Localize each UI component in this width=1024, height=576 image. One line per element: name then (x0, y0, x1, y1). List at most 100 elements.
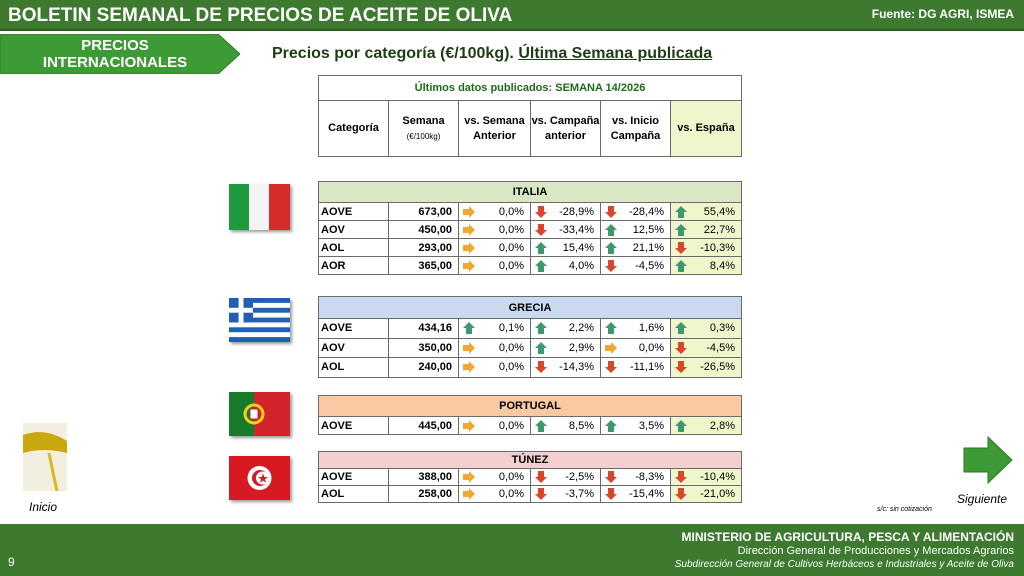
trend-arrow (605, 341, 617, 354)
trend-arrow (463, 259, 475, 272)
trend-arrow (463, 241, 475, 254)
trend-arrow (675, 322, 687, 335)
trend-arrow (675, 241, 687, 254)
change-value: -3,7% (565, 488, 594, 500)
change-value: -26,5% (700, 361, 735, 374)
footer-subdirectorate: Subdirección General de Cultivos Herbáce… (674, 559, 1014, 570)
change-cell: -15,4% (600, 485, 671, 503)
column-header-text: Categoría (328, 122, 379, 134)
change-cell: 0,0% (458, 468, 531, 486)
change-cell: 55,4% (670, 202, 742, 221)
change-value: -14,3% (559, 361, 594, 374)
trend-arrow (535, 223, 547, 236)
subtitle-text: Precios por categoría (€/100kg). (272, 45, 514, 62)
title: BOLETIN SEMANAL DE PRECIOS DE ACEITE DE … (8, 5, 513, 26)
change-cell: -10,4% (670, 468, 742, 486)
change-value: -21,0% (700, 488, 735, 500)
next-arrow[interactable] (962, 435, 1014, 485)
change-cell: 0,1% (458, 318, 531, 339)
home-label[interactable]: Inicio (29, 500, 58, 514)
change-value: 0,0% (498, 241, 524, 254)
trend-arrow (675, 419, 687, 432)
next-label[interactable]: Siguiente (957, 492, 1008, 506)
price-cell: 258,00 (388, 485, 459, 503)
change-value: 15,4% (562, 241, 594, 254)
trend-arrow (675, 361, 687, 374)
trend-arrow (605, 471, 617, 483)
footer-directorate: Dirección General de Producciones y Merc… (737, 545, 1014, 557)
change-value: 0,0% (498, 471, 524, 483)
trend-arrow (463, 205, 475, 218)
table-caption: Últimos datos publicados: SEMANA 14/2026 (318, 75, 742, 101)
change-cell: -4,5% (670, 337, 742, 358)
change-value: 0,0% (498, 361, 524, 374)
change-cell: 22,7% (670, 220, 742, 239)
change-cell: 2,9% (530, 337, 601, 358)
change-value: -10,4% (700, 471, 735, 483)
change-value: -2,5% (565, 471, 594, 483)
price-cell: 673,00 (388, 202, 459, 221)
trend-arrow (605, 259, 617, 272)
category-cell: AOVE (318, 416, 389, 435)
column-header-text: vs. Inicio Campaña (610, 114, 661, 142)
change-value: 0,0% (638, 341, 664, 354)
column-header: Categoría (318, 100, 389, 157)
change-cell: 0,0% (458, 256, 531, 275)
change-value: -15,4% (629, 488, 664, 500)
category-cell: AOVE (318, 318, 389, 339)
page-number: 9 (8, 555, 15, 569)
column-header-text: vs. Semana Anterior (464, 114, 525, 142)
trend-arrow (675, 223, 687, 236)
trend-arrow (535, 361, 547, 374)
change-cell: -3,7% (530, 485, 601, 503)
change-cell: 8,4% (670, 256, 742, 275)
change-value: 0,3% (709, 322, 735, 335)
change-cell: 0,3% (670, 318, 742, 339)
price-cell: 450,00 (388, 220, 459, 239)
change-value: 55,4% (703, 205, 735, 218)
trend-arrow (605, 361, 617, 374)
change-cell: 1,6% (600, 318, 671, 339)
change-value: 2,8% (709, 419, 735, 432)
flag-tunisia (229, 456, 290, 500)
change-value: 3,5% (638, 419, 664, 432)
trend-arrow (535, 241, 547, 254)
flag-greece (229, 298, 290, 342)
change-cell: 4,0% (530, 256, 601, 275)
trend-arrow (605, 322, 617, 335)
change-value: 4,0% (568, 259, 594, 272)
subtitle: Precios por categoría (€/100kg). Última … (272, 45, 712, 63)
trend-arrow (675, 488, 687, 500)
subtitle-link[interactable]: Última Semana publicada (518, 45, 713, 62)
price-cell: 388,00 (388, 468, 459, 486)
trend-arrow (535, 259, 547, 272)
change-cell: -28,9% (530, 202, 601, 221)
trend-arrow (463, 419, 475, 432)
column-unit: (€/100kg) (406, 131, 441, 141)
section-tab[interactable]: PRECIOS INTERNACIONALES (42, 37, 188, 71)
change-cell: 0,0% (458, 238, 531, 257)
flag-portugal (229, 392, 290, 436)
change-value: 0,0% (498, 205, 524, 218)
change-cell: -4,5% (600, 256, 671, 275)
trend-arrow (463, 488, 475, 500)
trend-arrow (675, 259, 687, 272)
price-cell: 445,00 (388, 416, 459, 435)
change-cell: -8,3% (600, 468, 671, 486)
change-value: -28,4% (629, 205, 664, 218)
column-header: vs. Inicio Campaña (600, 100, 671, 157)
country-header: ITALIA (318, 181, 742, 203)
change-value: -11,1% (629, 361, 664, 374)
trend-arrow (605, 241, 617, 254)
change-cell: 0,0% (458, 485, 531, 503)
trend-arrow (605, 223, 617, 236)
column-header: Semana (€/100kg) (388, 100, 459, 157)
change-value: 0,0% (498, 488, 524, 500)
change-cell: 2,8% (670, 416, 742, 435)
change-cell: -10,3% (670, 238, 742, 257)
change-value: 8,5% (568, 419, 594, 432)
trend-arrow (605, 488, 617, 500)
change-cell: 0,0% (458, 202, 531, 221)
section-tab-shape (0, 34, 240, 74)
home-icon[interactable] (23, 423, 67, 491)
